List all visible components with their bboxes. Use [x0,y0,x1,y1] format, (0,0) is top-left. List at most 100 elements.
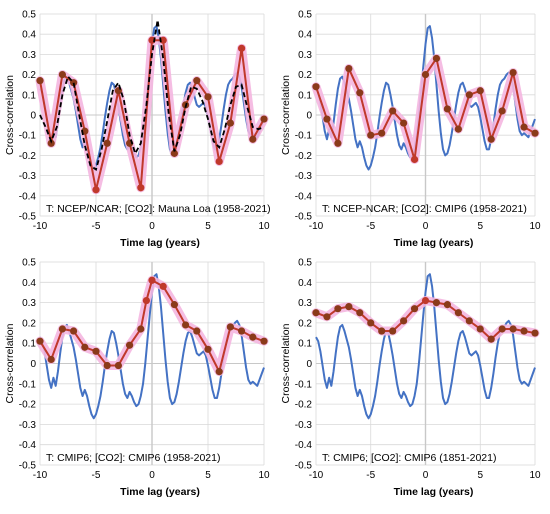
x-axis-label: Time lag (years) [120,237,200,249]
data-point [356,89,364,97]
series-ccf-line [315,25,536,171]
data-point [249,135,257,143]
y-tick-label: 0.5 [298,10,312,21]
y-tick-label: 0.3 [298,50,312,61]
x-tick-label: 5 [477,221,483,232]
x-tick-label: -5 [92,221,101,232]
y-tick-label: -0.3 [295,171,313,182]
y-tick-label: -0.2 [295,151,313,162]
data-point [249,333,257,341]
data-point [103,361,111,370]
x-tick-label: 0 [423,221,429,232]
series-ccf-line [315,273,536,420]
panel-annotation: T: NCEP-NCAR; [CO2]: CMIP6 (1958-2021) [322,203,527,215]
data-point [170,301,178,309]
y-tick-label: -0.4 [295,440,313,451]
series-dashed-line [39,19,265,172]
data-point [260,115,268,123]
y-tick-label: -0.1 [19,131,37,142]
data-point [334,139,342,147]
data-point [260,337,268,345]
data-point [443,105,451,113]
data-point [92,347,100,355]
data-point [58,325,66,333]
data-point [126,341,134,349]
y-axis-label: Cross-correlation [280,323,292,403]
y-tick-label: 0 [30,359,36,370]
panel-annotation: T: NCEP/NCAR; [CO2]: Mauna Loa (1958-202… [46,203,271,215]
data-point [323,313,331,321]
y-tick-label: 0 [30,111,36,122]
data-point [520,327,528,335]
y-tick-label: 0 [306,111,312,122]
data-point [345,303,353,311]
data-point [114,361,122,370]
data-point [389,107,397,115]
x-tick-label: -5 [92,470,101,481]
data-point [36,77,44,85]
data-point [238,44,246,52]
data-point [378,129,386,137]
x-tick-label: 0 [149,470,155,481]
y-tick-label: 0.1 [298,339,312,350]
data-point [92,186,100,194]
data-point [487,335,495,343]
data-point [312,83,320,91]
data-point [498,325,506,333]
data-point [182,321,190,329]
y-tick-label: 0.5 [298,258,312,269]
data-point [193,77,201,85]
y-tick-label: -0.2 [19,151,37,162]
data-point [498,107,506,115]
data-point [454,309,462,317]
y-tick-label: -0.5 [295,461,313,472]
chart-panel-4: -0.5 -0.4 -0.3 -0.2 -0.1 0 0.1 0.2 0.3 0.4 0.5 -10 -… [280,258,541,499]
x-tick-label: -10 [33,221,48,232]
data-point [204,93,212,101]
series-lagged-line [39,279,265,373]
data-point [432,54,441,63]
chart-panel-2: -0.5 -0.4 -0.3 -0.2 -0.1 0 0.1 0.2 0.3 0.4 0.5 -10 -… [280,10,541,250]
y-tick-label: -0.3 [19,420,37,431]
data-point [356,309,364,317]
chart-panel-1: -0.5 -0.4 -0.3 -0.2 -0.1 0 0.1 0.2 0.3 0.4 0.5 -10 -… [4,10,271,250]
y-axis-label: Cross-correlation [4,75,16,155]
y-tick-label: 0.4 [22,278,36,289]
data-point [312,309,320,317]
data-point [170,149,178,157]
chart-panel-3: -0.5 -0.4 -0.3 -0.2 -0.1 0 0.1 0.2 0.3 0.4 0.5 -10 -… [4,258,270,499]
x-axis-label: Time lag (years) [120,486,200,498]
data-point [509,68,517,77]
panel-annotation: T: CMIP6; [CO2]: CMIP6 (1851-2021) [322,452,496,464]
y-tick-label: 0.3 [22,298,36,309]
x-tick-label: 10 [529,221,541,232]
data-point [334,305,342,313]
data-point [421,71,430,79]
x-tick-label: 5 [205,470,211,481]
y-tick-label: -0.3 [295,420,313,431]
data-point [465,91,473,99]
y-tick-label: -0.4 [19,191,37,202]
data-point [81,343,89,351]
data-point [454,125,462,133]
x-tick-label: 0 [423,470,429,481]
data-point [520,123,528,131]
y-tick-label: -0.2 [19,400,37,411]
y-tick-label: -0.5 [295,212,313,223]
data-point [47,355,55,364]
x-tick-label: -10 [33,470,48,481]
data-point [421,296,430,305]
y-axis-label: Cross-correlation [4,323,16,403]
y-tick-label: 0.2 [298,70,312,81]
data-point [400,317,408,325]
y-tick-label: 0.4 [298,30,312,41]
y-tick-label: 0.1 [22,90,36,101]
data-point [193,327,201,335]
x-tick-label: 5 [477,470,483,481]
data-point [70,79,78,87]
y-tick-label: -0.1 [295,131,313,142]
data-point [531,329,539,337]
panel-annotation: T: CMIP6; [CO2]: CMIP6 (1958-2021) [46,452,220,464]
